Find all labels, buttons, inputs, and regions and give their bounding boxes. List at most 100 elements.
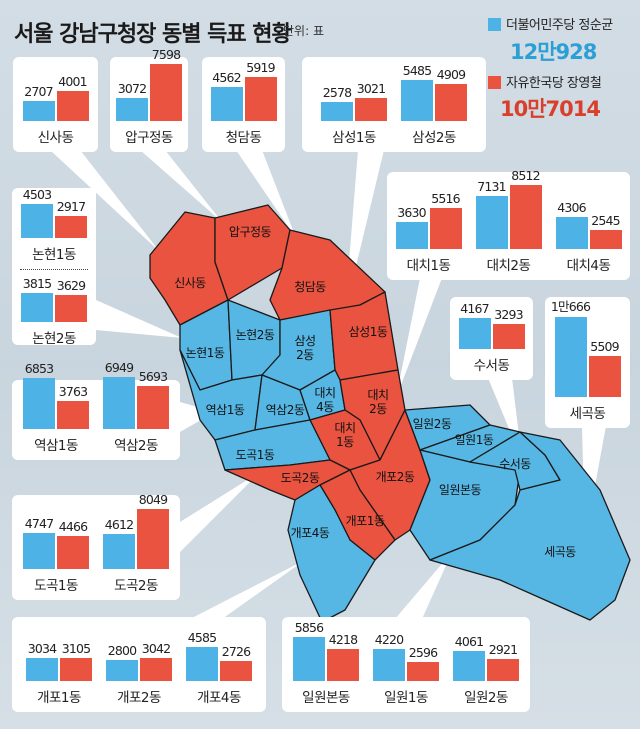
- district-bar-group: 3815 3629 논현2동: [21, 276, 87, 347]
- bar-liberty: [429, 208, 462, 249]
- total-democratic: 12만928: [510, 40, 597, 64]
- bar-liberty: [492, 324, 525, 349]
- district-bar-group: 7131 8512 대치2동: [475, 168, 542, 274]
- data-label: 8512: [511, 168, 540, 183]
- district-bar-group: 2707 4001 신사동: [22, 74, 89, 146]
- data-label: 8049: [138, 492, 168, 507]
- map-region-label: 개포4동: [290, 526, 330, 540]
- map-region-label: 개포1동: [345, 514, 385, 528]
- result-card: 4503 2917 논현1동 3815 3629 논현2동: [12, 186, 96, 347]
- district-bar-group: 6949 5693 역삼2동: [103, 360, 169, 454]
- map-region-label: 일원1동: [454, 433, 494, 447]
- result-card: 5856 4218 일원본동 4220 2596 일원1동 4061 2921 일원2동: [282, 617, 530, 712]
- bar-democratic: [475, 196, 508, 249]
- data-label: 3105: [61, 641, 91, 656]
- bar-democratic: [373, 649, 405, 681]
- legend-label: 자유한국당 장영철: [506, 76, 602, 91]
- map-region-label: 삼성1동: [348, 325, 388, 339]
- bar-liberty: [140, 658, 172, 681]
- data-label: 4909: [436, 67, 466, 82]
- district-name: 역삼2동: [114, 438, 158, 454]
- bar-liberty: [220, 661, 252, 681]
- data-label: 7131: [477, 179, 506, 194]
- bar-democratic: [21, 203, 53, 238]
- district-name: 일원1동: [384, 690, 428, 706]
- district-bar-group: 4612 8049 도곡2동: [103, 492, 169, 594]
- map-region-label: 일원2동: [412, 417, 452, 431]
- bar-liberty: [509, 185, 542, 249]
- map-region-label: 세곡동: [544, 545, 576, 559]
- data-label: 3072: [117, 81, 147, 96]
- data-label: 4218: [328, 632, 358, 647]
- bar-democratic: [23, 378, 55, 429]
- district-bar-group: 2800 3042 개포2동: [106, 641, 172, 706]
- data-label: 7598: [151, 47, 181, 62]
- data-label: 4503: [22, 186, 52, 202]
- bar-democratic: [395, 222, 428, 249]
- map-region-label: 신사동: [174, 276, 206, 290]
- map-region-label: 개포2동: [375, 470, 415, 484]
- district-name: 수서동: [473, 358, 510, 374]
- district-name: 대치2동: [486, 258, 531, 274]
- bar-liberty: [55, 215, 87, 238]
- map-region-label: 역삼1동: [205, 403, 245, 417]
- legend-label: 더불어민주당 정순균: [506, 18, 613, 33]
- map-region-label: 도곡2동: [280, 471, 320, 485]
- divider: [20, 268, 88, 270]
- data-label: 3042: [141, 641, 171, 656]
- bar-liberty: [355, 98, 387, 121]
- bar-liberty: [327, 649, 359, 681]
- result-card: 2578 3021 삼성1동 5485 4909 삼성2동: [302, 57, 486, 152]
- district-name: 일원본동: [302, 690, 350, 706]
- data-label: 2726: [221, 644, 251, 659]
- district-bar-group: 4061 2921 일원2동: [453, 634, 519, 706]
- district-name: 세곡동: [569, 406, 606, 422]
- bar-democratic: [453, 651, 485, 681]
- data-label: 3293: [494, 307, 523, 322]
- bar-liberty: [55, 294, 87, 322]
- result-card: 2707 4001 신사동: [13, 57, 98, 152]
- bar-liberty: [56, 91, 89, 121]
- callout-pointer: [96, 300, 182, 338]
- district-bar-group: 3034 3105 개포1동: [26, 641, 92, 706]
- district-name: 개포1동: [37, 690, 81, 706]
- district-name: 개포4동: [197, 690, 241, 706]
- data-label: 3629: [56, 277, 86, 293]
- data-label: 5856: [294, 620, 324, 635]
- result-card: 4747 4466 도곡1동 4612 8049 도곡2동: [12, 492, 180, 600]
- map-region: [429, 431, 631, 621]
- total-liberty: 10만7014: [500, 97, 601, 121]
- bar-democratic: [555, 217, 588, 249]
- data-label: 3815: [22, 275, 52, 291]
- district-bar-group: 3630 5516 대치1동: [395, 191, 462, 274]
- bar-liberty: [57, 401, 89, 429]
- data-label: 4466: [58, 519, 88, 534]
- data-label: 2921: [488, 642, 518, 657]
- bar-liberty: [137, 509, 169, 569]
- data-label: 4220: [374, 632, 404, 647]
- district-name: 도곡2동: [114, 578, 158, 594]
- data-label: 3630: [397, 205, 426, 220]
- bar-liberty: [60, 658, 92, 681]
- result-card: 3072 7598 압구정동: [110, 47, 188, 152]
- bar-democratic: [22, 101, 55, 121]
- data-label: 3763: [58, 384, 88, 399]
- data-label: 4306: [557, 200, 586, 215]
- data-label: 5693: [138, 369, 168, 384]
- map-region-label: 일원본동: [438, 483, 482, 497]
- district-name: 일원2동: [464, 690, 508, 706]
- district-bar-group: 4747 4466 도곡1동: [23, 516, 89, 594]
- legend-item-liberty: 자유한국당 장영철: [488, 72, 602, 91]
- data-label: 4061: [454, 634, 484, 649]
- bar-liberty: [589, 230, 622, 249]
- data-label: 2917: [56, 198, 86, 214]
- result-card: 4167 3293 수서동: [450, 297, 533, 380]
- data-label: 3021: [356, 81, 386, 96]
- data-label: 2707: [24, 84, 53, 99]
- district-bar-group: 2578 3021 삼성1동: [321, 81, 387, 146]
- map-region-label: 도곡1동: [235, 448, 275, 462]
- data-label: 6949: [104, 360, 134, 375]
- district-name: 삼성1동: [332, 130, 376, 146]
- legend-item-democratic: 더불어민주당 정순균: [488, 14, 613, 33]
- district-bar-group: 4562 5919 청담동: [210, 60, 277, 146]
